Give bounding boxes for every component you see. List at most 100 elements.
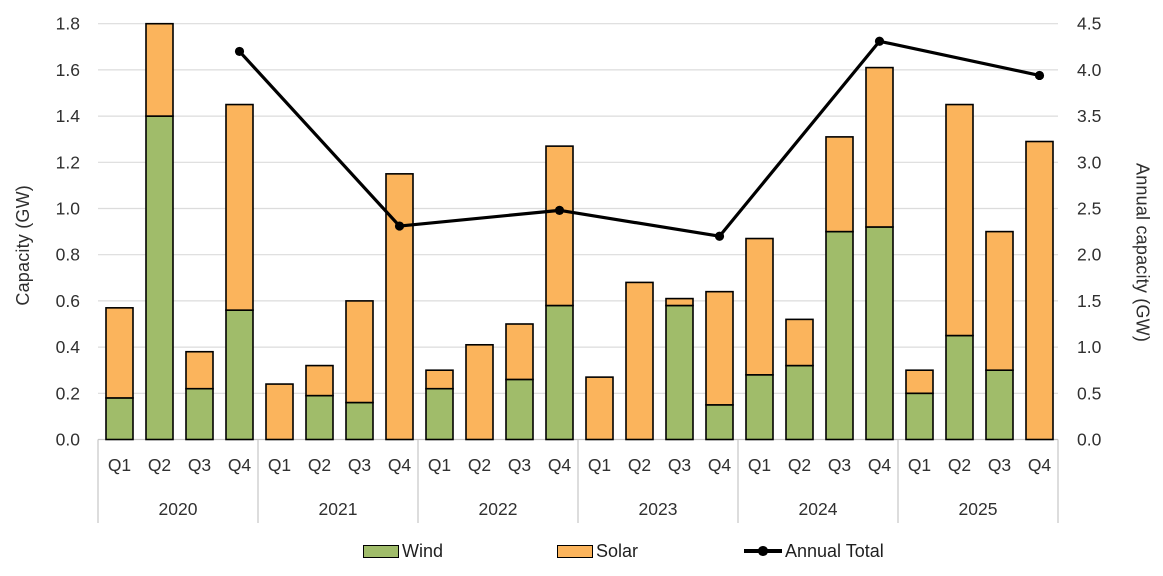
quarter-label: Q2 — [788, 455, 811, 475]
bar-wind-segment — [985, 369, 1014, 441]
quarter-label: Q1 — [748, 455, 771, 475]
annual-total-line-icon — [744, 544, 782, 558]
bar-wind-segment — [425, 387, 454, 441]
right-axis-tick-label: 1.0 — [1077, 337, 1102, 357]
annual-total-point — [874, 36, 885, 46]
right-axis-tick-label: 3.0 — [1077, 152, 1102, 172]
left-axis-tick-label: 0.4 — [56, 337, 81, 357]
year-label: 2021 — [319, 499, 358, 519]
year-label: 2025 — [959, 499, 998, 519]
legend-label-solar: Solar — [596, 540, 639, 561]
bar-solar-segment — [425, 369, 454, 390]
bar-solar-segment — [985, 230, 1014, 372]
bar-solar-segment — [225, 103, 254, 311]
left-axis-tick-label: 0.2 — [56, 383, 80, 403]
quarter-label: Q3 — [988, 455, 1011, 475]
bar-solar-segment — [745, 237, 774, 376]
bar-wind-segment — [745, 374, 774, 441]
left-axis-tick-label: 0.6 — [56, 291, 80, 311]
quarter-label: Q1 — [588, 455, 611, 475]
bar-solar-segment — [665, 297, 694, 307]
bar-solar-segment — [1025, 140, 1054, 441]
right-axis-title: Annual capacity (GW) — [1128, 113, 1156, 393]
right-axis-title-text: Annual capacity (GW) — [1132, 163, 1153, 343]
quarter-label: Q1 — [428, 455, 451, 475]
legend-label-wind: Wind — [402, 540, 444, 561]
bar-wind-segment — [305, 394, 334, 441]
bar-wind-segment — [105, 397, 134, 441]
bar-solar-segment — [585, 376, 614, 441]
quarter-label: Q1 — [268, 455, 291, 475]
bar-wind-segment — [825, 230, 854, 441]
bar-solar-segment — [825, 136, 854, 233]
quarter-label: Q4 — [228, 455, 252, 475]
annual-total-point — [554, 205, 565, 215]
quarter-label: Q1 — [108, 455, 131, 475]
quarter-label: Q3 — [188, 455, 211, 475]
annual-total-line — [238, 39, 1040, 238]
bar-wind-segment — [945, 334, 974, 441]
bar-solar-segment — [345, 300, 374, 404]
quarter-label: Q1 — [908, 455, 931, 475]
bar-solar-segment — [385, 173, 414, 441]
quarter-label: Q4 — [548, 455, 572, 475]
legend-item-wind: Wind — [363, 541, 443, 561]
right-axis-tick-label: 4.0 — [1077, 60, 1102, 80]
bar-solar-segment — [505, 323, 534, 381]
annual-total-point — [234, 46, 245, 57]
annual-total-point — [714, 231, 725, 241]
bar-wind-segment — [865, 226, 894, 441]
right-axis-tick-label: 4.5 — [1077, 14, 1101, 34]
quarter-label: Q2 — [468, 455, 491, 475]
right-axis-tick-label: 0.5 — [1077, 383, 1101, 403]
quarter-label: Q4 — [1028, 455, 1052, 475]
annual-total-point — [1034, 70, 1045, 81]
solar-swatch-icon — [557, 544, 593, 558]
bar-wind-segment — [545, 304, 574, 441]
bar-wind-segment — [185, 387, 214, 441]
quarter-label: Q3 — [348, 455, 371, 475]
right-axis-tick-label: 2.0 — [1077, 245, 1102, 265]
right-axis-tick-label: 3.5 — [1077, 106, 1101, 126]
bar-solar-segment — [545, 145, 574, 307]
left-axis-tick-label: 1.8 — [56, 14, 80, 34]
legend-item-annual-total: Annual Total — [744, 541, 884, 561]
left-axis-tick-label: 0.8 — [56, 245, 80, 265]
bar-wind-segment — [705, 404, 734, 441]
bar-wind-segment — [225, 309, 254, 441]
bar-wind-segment — [145, 115, 174, 441]
left-axis-tick-label: 0.0 — [56, 430, 81, 450]
bar-solar-segment — [265, 383, 294, 441]
left-axis-tick-label: 1.0 — [56, 199, 81, 219]
bar-solar-segment — [945, 103, 974, 337]
annual-total-point — [394, 221, 405, 231]
quarter-label: Q3 — [828, 455, 851, 475]
bar-solar-segment — [705, 290, 734, 406]
legend-label-annual-total: Annual Total — [785, 540, 884, 561]
quarter-label: Q2 — [628, 455, 651, 475]
quarter-label: Q2 — [948, 455, 971, 475]
legend-dot-mark — [758, 546, 768, 556]
bar-wind-segment — [505, 378, 534, 441]
left-axis-tick-label: 1.4 — [56, 106, 81, 126]
bar-solar-segment — [905, 369, 934, 395]
right-axis-tick-label: 1.5 — [1077, 291, 1101, 311]
left-axis-title: Capacity (GW) — [10, 100, 36, 390]
year-label: 2020 — [159, 499, 198, 519]
left-axis-tick-label: 1.6 — [56, 60, 80, 80]
left-axis-title-text: Capacity (GW) — [12, 184, 33, 306]
quarter-label: Q4 — [708, 455, 732, 475]
bar-wind-segment — [785, 364, 814, 441]
quarter-label: Q4 — [388, 455, 412, 475]
bar-solar-segment — [185, 350, 214, 390]
left-axis-tick-label: 1.2 — [56, 152, 80, 172]
quarter-label: Q4 — [868, 455, 892, 475]
year-label: 2024 — [799, 499, 838, 519]
bar-wind-segment — [665, 304, 694, 441]
bar-wind-segment — [345, 401, 374, 441]
right-axis-tick-label: 2.5 — [1077, 199, 1101, 219]
right-axis-tick-label: 0.0 — [1077, 430, 1102, 450]
bar-solar-segment — [305, 364, 334, 397]
